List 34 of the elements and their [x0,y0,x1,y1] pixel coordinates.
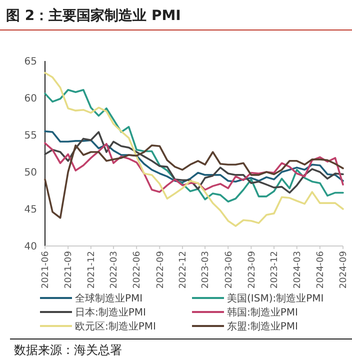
y-tick-label: 50 [24,168,37,178]
y-tick-label: 45 [24,204,37,216]
source-note: 数据来源：海关总署 [14,343,122,357]
line-series [44,142,344,193]
legend-label: 全球制造业PMI [75,292,143,304]
y-tick-label: 55 [24,130,37,142]
y-tick-label: 65 [24,56,37,68]
x-tick-label: 2022-03 [110,251,120,289]
x-tick-label: 2024-09 [339,250,350,289]
x-tick-label: 2022-06 [132,250,143,289]
x-tick-label: 2021-12 [87,251,98,289]
line-series [44,88,344,202]
legend-label: 欧元区:制造业PMI [75,320,156,332]
y-tick-label: 60 [24,94,37,104]
x-tick-label: 2023-09 [247,250,258,289]
line-series [44,131,344,194]
x-tick-label: 2023-03 [201,251,212,289]
legend-label: 东盟:制造业PMI [227,320,298,332]
x-tick-label: 2024-06 [316,250,326,289]
x-tick-label: 2021-06 [41,250,52,289]
legend-label: 日本:制造业PMI [75,306,146,318]
chart-title: 图 2：主要国家制造业 PMI [6,7,181,24]
y-tick-label: 40 [24,242,37,252]
x-tick-label: 2024-03 [292,251,303,289]
legend-label: 美国(ISM):制造业PMI [227,292,324,304]
x-tick-label: 2022-12 [178,251,189,289]
line-series [44,144,344,219]
line-series [44,72,344,227]
x-tick-label: 2022-09 [156,250,166,289]
legend-label: 韩国:制造业PMI [227,306,298,318]
line-series [44,130,344,184]
x-tick-label: 2023-12 [270,251,280,289]
x-tick-label: 2021-09 [64,250,74,289]
x-tick-label: 2023-06 [224,250,234,289]
